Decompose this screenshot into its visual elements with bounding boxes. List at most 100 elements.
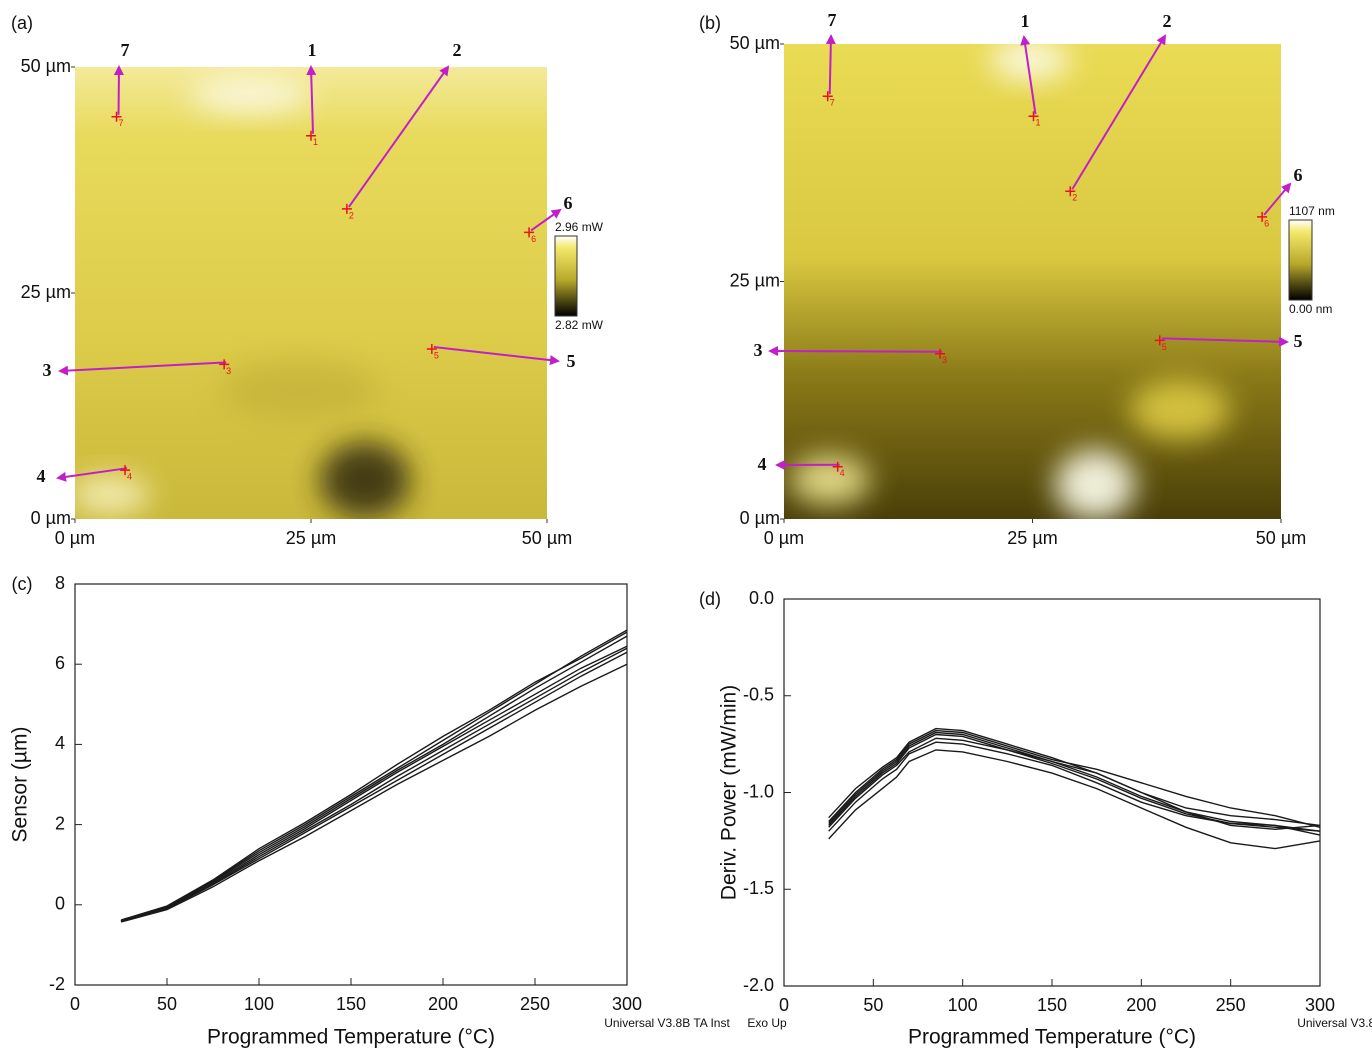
point-label: 1 (308, 40, 317, 60)
y-tick-label: 4 (55, 733, 65, 753)
x-tick-label: 150 (336, 994, 366, 1014)
arrow (1071, 34, 1167, 190)
y-tick-label: -2 (49, 974, 65, 994)
point-sublabel: 2 (349, 210, 354, 220)
x-tick-label: 250 (520, 994, 550, 1014)
arrow (768, 346, 943, 357)
arrow (58, 361, 227, 376)
point-label: 3 (754, 340, 763, 360)
point-label: 7 (828, 10, 837, 30)
plot-frame (783, 598, 1321, 987)
data-line (828, 729, 1321, 828)
x-tick-label: 25 µm (1007, 528, 1057, 548)
point-label: 7 (121, 40, 130, 60)
y-tick-label: 8 (55, 573, 65, 593)
point-marker (426, 344, 437, 355)
point-label: 5 (567, 351, 576, 371)
x-tick-label: 300 (612, 994, 642, 1014)
point-sublabel: 5 (434, 350, 439, 360)
data-line (120, 651, 628, 922)
point-marker (832, 461, 843, 472)
point-sublabel: 7 (119, 118, 124, 128)
x-tick-label: 0 µm (55, 528, 95, 548)
point-label: 5 (1294, 331, 1303, 351)
point-marker (935, 348, 946, 359)
panel-label: (b) (699, 13, 721, 33)
x-tick-label: 250 (1216, 995, 1246, 1015)
arrow (1020, 35, 1037, 115)
point-marker (1154, 335, 1165, 346)
point-label: 2 (1163, 11, 1172, 31)
point-label: 3 (43, 360, 52, 380)
y-tick-label: -2.0 (743, 975, 774, 995)
point-label: 6 (1294, 165, 1303, 185)
point-label: 2 (453, 40, 462, 60)
plot-frame (74, 583, 628, 986)
y-tick-label: 25 µm (730, 270, 780, 290)
point-label: 4 (758, 454, 767, 474)
arrow (348, 65, 450, 208)
arrow (825, 34, 836, 95)
x-axis-label: Programmed Temperature (°C) (207, 1026, 495, 1049)
colorbar-a (554, 235, 578, 317)
colorbar-label: 2.96 mW (555, 220, 604, 234)
y-tick-label: 50 µm (21, 56, 71, 76)
point-marker (219, 359, 230, 370)
data-line (828, 727, 1321, 827)
point-label: 4 (37, 466, 46, 486)
point-sublabel: 6 (1264, 218, 1269, 228)
colorbar-label: 1107 nm (1289, 204, 1335, 218)
data-line (828, 749, 1321, 850)
point-sublabel: 3 (226, 366, 231, 376)
y-tick-label: 25 µm (21, 282, 71, 302)
y-tick-label: 0 µm (31, 508, 71, 528)
x-axis-label: Programmed Temperature (°C) (908, 1026, 1196, 1049)
panel-label: (c) (12, 574, 33, 594)
colorbar-label: 0.00 nm (1289, 302, 1332, 316)
point-marker (1257, 211, 1268, 222)
x-tick-label: 50 (863, 995, 883, 1015)
point-sublabel: 1 (1035, 118, 1040, 128)
annotation: Universal V3.8B TA Inst (604, 1016, 730, 1030)
x-tick-label: 200 (1126, 995, 1156, 1015)
point-sublabel: 4 (840, 468, 845, 478)
arrow (306, 65, 317, 134)
point-sublabel: 2 (1072, 193, 1077, 203)
x-tick-label: 0 (70, 994, 80, 1014)
x-tick-label: 150 (1037, 995, 1067, 1015)
y-tick-label: 0.0 (749, 588, 774, 608)
point-marker (120, 465, 131, 476)
x-note: Exo Up (747, 1016, 787, 1030)
point-marker (822, 91, 833, 102)
x-tick-label: 100 (948, 995, 978, 1015)
x-tick-label: 0 µm (764, 528, 804, 548)
y-tick-label: 0 (55, 894, 65, 914)
image-b-texture (784, 44, 1281, 519)
data-line (120, 645, 628, 923)
point-sublabel: 4 (127, 472, 132, 482)
y-tick-label: -0.5 (743, 685, 774, 705)
y-tick-label: -1.0 (743, 781, 774, 801)
panel-label: (d) (699, 589, 721, 609)
annotation: Universal V3.8B TA Inst (1297, 1016, 1372, 1030)
x-tick-label: 300 (1305, 995, 1335, 1015)
image-a-texture (75, 67, 547, 519)
y-tick-label: 0 µm (740, 508, 780, 528)
point-sublabel: 6 (531, 234, 536, 244)
arrow (1161, 336, 1289, 347)
x-tick-label: 50 µm (1256, 528, 1306, 548)
point-sublabel: 5 (1162, 342, 1167, 352)
y-tick-label: 6 (55, 653, 65, 673)
data-line (828, 741, 1321, 832)
data-line (120, 635, 628, 922)
point-sublabel: 3 (942, 355, 947, 365)
x-tick-label: 50 µm (522, 528, 572, 548)
x-tick-label: 50 (157, 994, 177, 1014)
arrow (530, 208, 562, 232)
point-marker (1028, 111, 1039, 122)
x-tick-label: 200 (428, 994, 458, 1014)
data-line (120, 647, 628, 922)
point-label: 6 (564, 193, 573, 213)
x-tick-label: 0 (779, 995, 789, 1015)
